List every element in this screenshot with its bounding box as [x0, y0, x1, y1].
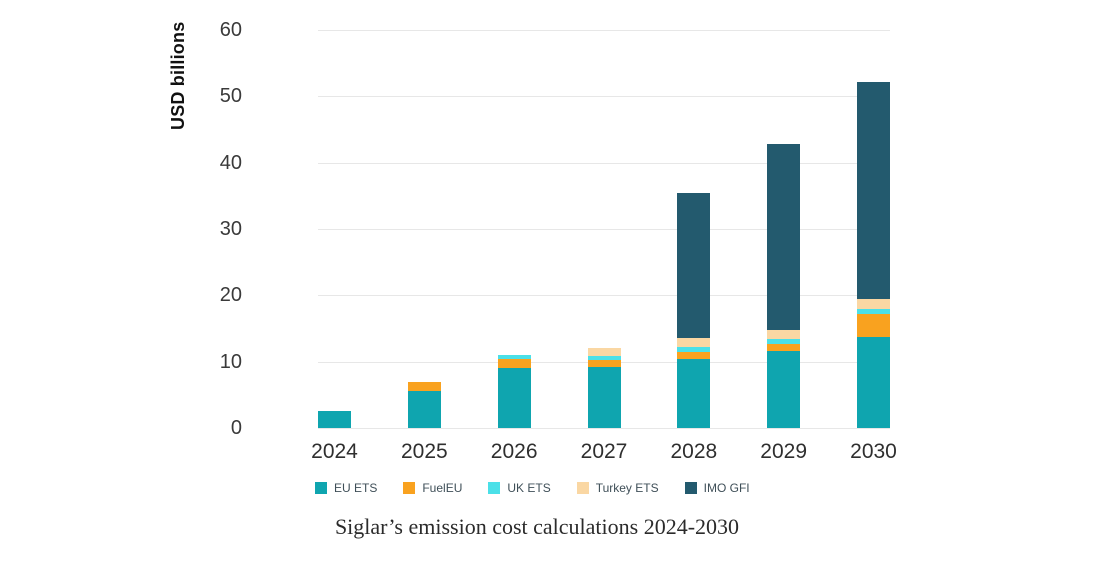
- x-axis-tick-label: 2026: [490, 440, 538, 463]
- x-axis-tick-label: 2029: [760, 440, 808, 463]
- y-axis-tick-label: 10: [219, 350, 242, 373]
- y-axis-tick-label: 0: [230, 417, 242, 439]
- bar-2027-uk-ets: [587, 356, 621, 361]
- legend-label: IMO GFI: [703, 481, 750, 495]
- y-axis-tick-label: 50: [219, 85, 242, 108]
- bar-2029-turkey-ets: [767, 329, 801, 340]
- bar-2025-fueleu: [407, 381, 441, 391]
- bar-2030-turkey-ets: [857, 299, 890, 310]
- bar-2030-fueleu: [857, 313, 890, 338]
- bar-2028-fueleu: [677, 352, 711, 360]
- chart-caption: Siglar’s emission cost calculations 2024…: [334, 514, 740, 539]
- gridline: [318, 96, 890, 98]
- legend-item-fueleu: FuelEU: [403, 481, 462, 495]
- bar-2028-turkey-ets: [677, 338, 711, 348]
- legend-swatch-icon: [576, 482, 589, 494]
- bar-2026-uk-ets: [497, 355, 531, 360]
- x-axis-tick-label: 2024: [311, 440, 358, 463]
- bar-2024-eu-ets: [318, 410, 351, 428]
- legend-item-uk-ets: UK ETS: [488, 481, 551, 495]
- bar-2029-uk-ets: [767, 339, 801, 345]
- bar-2028-eu-ets: [677, 359, 711, 428]
- bar-2026-eu-ets: [497, 368, 531, 428]
- y-axis-tick-label: 20: [219, 284, 242, 307]
- gridline: [318, 428, 890, 429]
- legend-label: EU ETS: [334, 481, 378, 495]
- legend-label: Turkey ETS: [595, 481, 659, 495]
- y-axis-tick-label: 40: [219, 151, 242, 174]
- bar-2027-fueleu: [587, 360, 621, 367]
- chart-legend: EU ETS FuelEU UK ETS Turkey ETS IMO GFI: [315, 481, 750, 495]
- bar-2027-turkey-ets: [587, 347, 621, 357]
- legend-item-eu-ets: EU ETS: [315, 481, 377, 495]
- gridline: [318, 295, 890, 297]
- legend-swatch-icon: [403, 482, 416, 494]
- legend-label: FuelEU: [422, 481, 463, 495]
- legend-item-turkey-ets: Turkey ETS: [576, 481, 659, 495]
- bar-2028-imo-gfi: [677, 192, 711, 339]
- bar-2030-uk-ets: [857, 309, 890, 314]
- x-axis-tick-label: 2028: [670, 440, 718, 463]
- bar-2025-eu-ets: [407, 390, 441, 428]
- gridline: [318, 30, 890, 31]
- gridline: [318, 229, 890, 230]
- x-axis-tick-label: 2025: [400, 440, 448, 463]
- bar-2029-imo-gfi: [767, 144, 801, 330]
- legend-swatch-icon: [684, 482, 697, 494]
- x-axis-tick-label: 2030: [850, 440, 897, 463]
- legend-item-imo-gfi: IMO GFI: [684, 481, 750, 495]
- bar-2028-uk-ets: [677, 347, 711, 353]
- bar-2030-imo-gfi: [857, 82, 890, 300]
- legend-swatch-icon: [488, 482, 501, 494]
- y-axis-title: USD billions: [168, 21, 188, 131]
- bar-2029-eu-ets: [767, 351, 801, 428]
- y-axis-tick-label: 60: [219, 19, 242, 41]
- x-axis-tick-label: 2027: [580, 440, 628, 463]
- gridline: [318, 162, 890, 164]
- legend-swatch-icon: [315, 482, 327, 494]
- bar-2027-eu-ets: [587, 366, 621, 428]
- plot-area: [318, 30, 890, 429]
- bar-2030-eu-ets: [857, 337, 890, 428]
- bar-2029-fueleu: [767, 344, 801, 352]
- y-axis-tick-label: 30: [219, 218, 242, 240]
- legend-label: UK ETS: [507, 481, 551, 495]
- bar-2026-fueleu: [497, 359, 531, 369]
